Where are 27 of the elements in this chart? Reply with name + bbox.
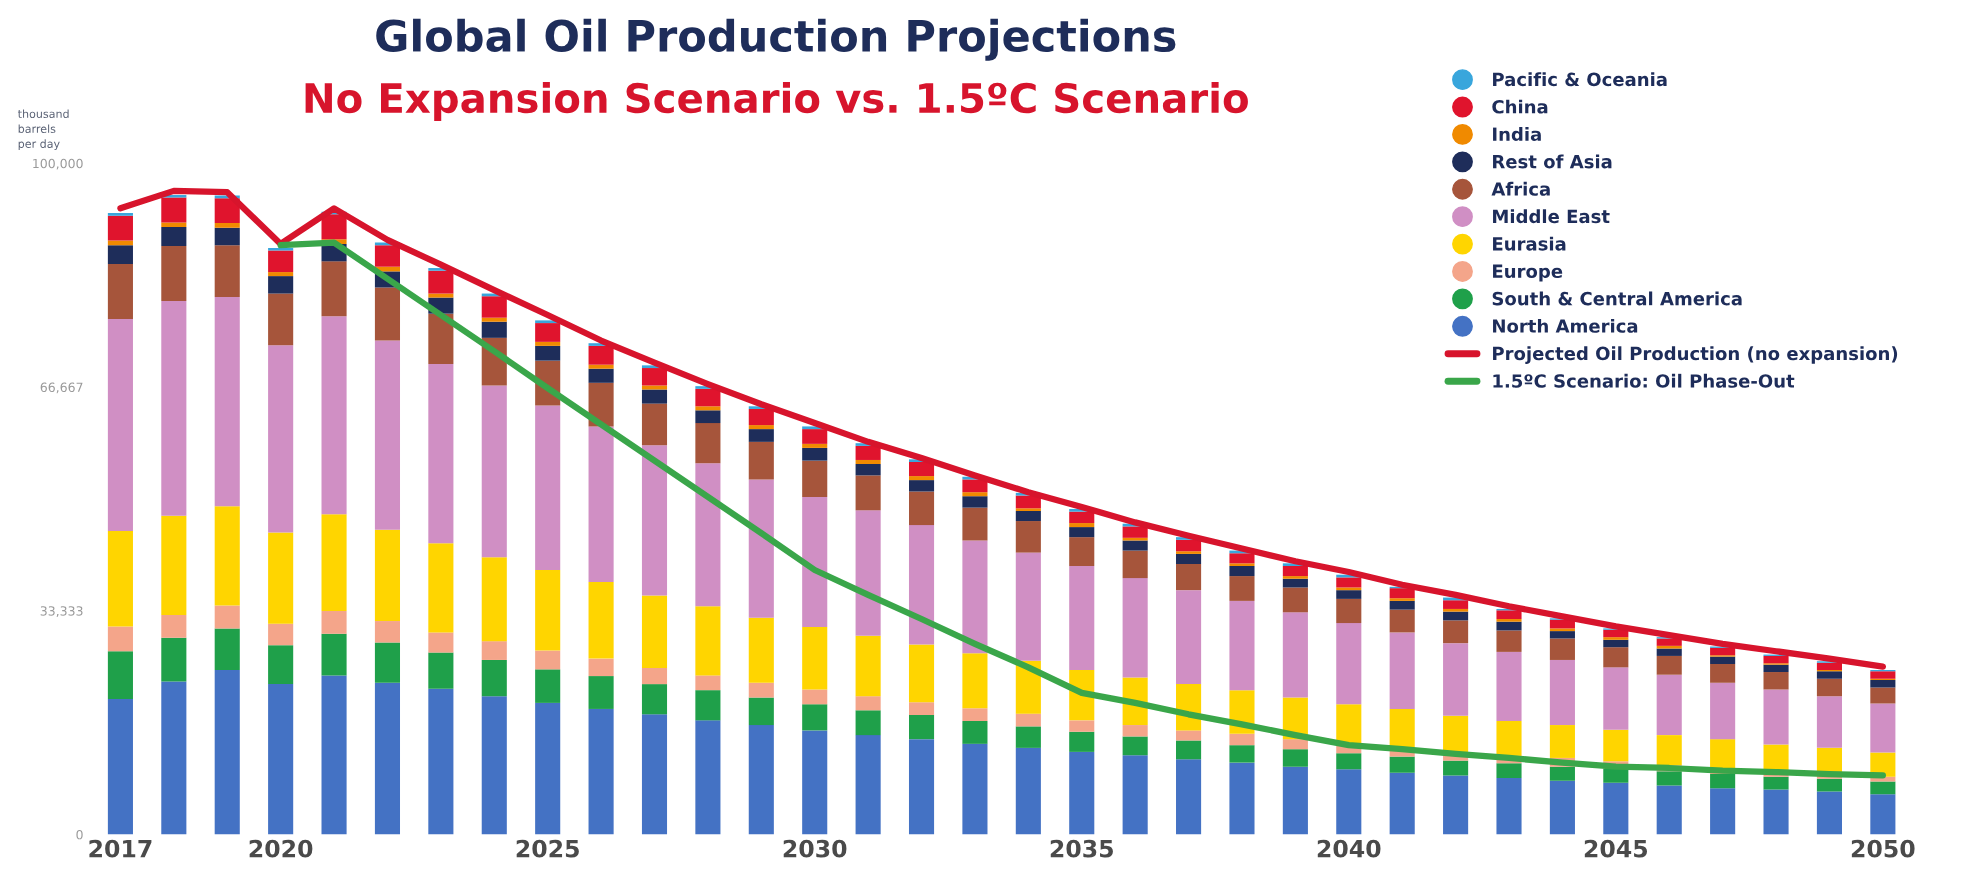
legend-label: China bbox=[1492, 99, 1548, 114]
x-tick-label: 2045 bbox=[1584, 839, 1648, 858]
y-tick-label: 33,333 bbox=[40, 606, 83, 617]
legend-label: Eurasia bbox=[1493, 236, 1566, 251]
x-tick-label: 2020 bbox=[249, 839, 313, 858]
chart-title: Global Oil Production Projections bbox=[376, 18, 1176, 61]
chart-subtitle: No Expansion Scenario vs. 1.5ºC Scenario bbox=[305, 82, 1248, 122]
legend-label: Pacific & Oceania bbox=[1493, 72, 1667, 87]
y-tick-label: 0 bbox=[76, 829, 83, 840]
legend-label: South & Central America bbox=[1492, 291, 1742, 306]
x-tick-label: 2017 bbox=[89, 839, 152, 858]
y-tick-label: 100,000 bbox=[33, 158, 83, 170]
y-axis-title: thousand barrels per day bbox=[17, 109, 69, 151]
x-tick-label: 2030 bbox=[783, 839, 847, 858]
legend-label: Projected Oil Production (no expansion) bbox=[1493, 346, 1898, 364]
legend-label: Europe bbox=[1493, 264, 1563, 282]
legend-label: Africa bbox=[1491, 181, 1550, 196]
x-tick-label: 2035 bbox=[1050, 839, 1113, 858]
y-tick-label: 66,667 bbox=[40, 382, 83, 394]
legend-label: North America bbox=[1493, 318, 1638, 333]
legend-label: 1.5ºC Scenario: Oil Phase-Out bbox=[1493, 373, 1795, 388]
legend-label: Middle East bbox=[1493, 209, 1610, 224]
legend-label: India bbox=[1493, 127, 1541, 142]
x-tick-label: 2040 bbox=[1317, 839, 1381, 858]
legend-label: Rest of Asia bbox=[1493, 154, 1612, 169]
x-tick-label: 2050 bbox=[1851, 839, 1915, 858]
x-tick-label: 2025 bbox=[516, 839, 579, 858]
